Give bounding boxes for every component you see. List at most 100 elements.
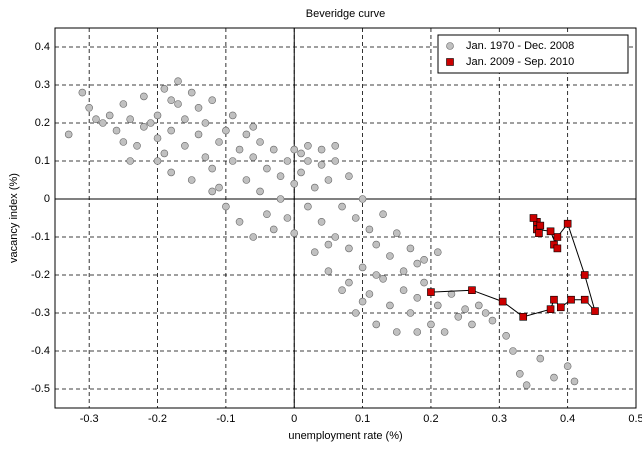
point <box>365 290 374 298</box>
point <box>345 278 353 287</box>
point <box>249 153 258 161</box>
point <box>536 221 545 230</box>
point <box>331 233 340 241</box>
point <box>365 225 374 234</box>
point <box>372 240 381 249</box>
point <box>256 138 264 146</box>
point <box>379 274 387 283</box>
legend <box>437 34 629 74</box>
point <box>249 123 258 131</box>
point <box>133 142 141 150</box>
point <box>570 377 579 386</box>
point <box>563 219 572 228</box>
point <box>406 309 415 317</box>
point <box>263 164 271 173</box>
point <box>392 229 401 237</box>
point <box>249 233 258 241</box>
point <box>440 328 449 336</box>
y-tick-label: -0.3 <box>31 307 50 319</box>
point <box>406 244 415 253</box>
point <box>126 157 134 165</box>
point <box>386 252 394 260</box>
point <box>386 301 394 310</box>
point <box>553 233 562 241</box>
point <box>85 104 93 112</box>
point <box>567 295 575 304</box>
point <box>420 255 428 264</box>
point <box>215 183 223 192</box>
point <box>215 138 223 146</box>
point <box>153 111 162 120</box>
y-tick-label: 0 <box>44 193 50 205</box>
point <box>345 244 353 253</box>
point <box>187 88 196 97</box>
point <box>324 267 333 276</box>
point <box>297 168 305 177</box>
point <box>433 301 442 310</box>
point <box>99 119 107 127</box>
point <box>372 320 381 329</box>
point <box>461 305 469 314</box>
legend-label: Jan. 2009 - Sep. 2010 <box>466 56 574 68</box>
point <box>290 145 299 154</box>
y-tick-label: -0.1 <box>31 231 50 243</box>
point <box>201 119 210 127</box>
point <box>112 126 121 135</box>
point <box>283 157 292 165</box>
point <box>331 157 340 165</box>
point <box>242 130 251 139</box>
chart-title: Beveridge curve <box>306 8 386 20</box>
point <box>187 176 196 184</box>
point <box>290 229 299 237</box>
point <box>498 297 507 306</box>
point <box>310 183 319 192</box>
point <box>317 161 326 169</box>
point <box>317 218 326 226</box>
y-axis-label: vacancy index (%) <box>8 173 20 263</box>
point <box>181 142 189 150</box>
point <box>153 134 162 142</box>
point <box>413 328 422 336</box>
y-tick-label: 0.1 <box>35 155 50 167</box>
point <box>222 202 230 211</box>
point <box>160 85 169 93</box>
point <box>338 286 346 295</box>
point <box>536 354 545 363</box>
point <box>119 100 128 108</box>
x-tick-label: 0.2 <box>423 413 438 425</box>
y-tick-label: -0.4 <box>31 345 50 357</box>
point <box>201 153 210 161</box>
point <box>324 176 333 184</box>
point <box>413 259 422 268</box>
point <box>427 320 435 329</box>
point <box>550 295 558 304</box>
x-tick-label: 0.3 <box>492 413 507 425</box>
point <box>235 218 244 226</box>
point <box>304 157 312 165</box>
point <box>474 301 483 310</box>
plot-area <box>54 27 637 409</box>
point <box>563 362 572 371</box>
point <box>351 214 360 222</box>
point <box>194 130 203 139</box>
point <box>468 286 476 295</box>
point <box>140 92 148 101</box>
point <box>345 172 353 180</box>
y-tick-label: -0.5 <box>31 383 50 395</box>
point <box>167 96 175 104</box>
point <box>427 288 435 296</box>
point <box>126 115 134 123</box>
point <box>372 271 381 279</box>
legend-label: Jan. 1970 - Dec. 2008 <box>466 40 574 52</box>
point <box>338 202 346 211</box>
x-tick-label: 0.1 <box>355 413 370 425</box>
point <box>447 290 456 298</box>
point <box>553 244 562 253</box>
point <box>283 214 292 222</box>
point <box>92 115 100 123</box>
point <box>304 142 312 150</box>
x-tick-label: 0 <box>291 413 297 425</box>
point <box>546 227 555 236</box>
point <box>228 111 237 120</box>
